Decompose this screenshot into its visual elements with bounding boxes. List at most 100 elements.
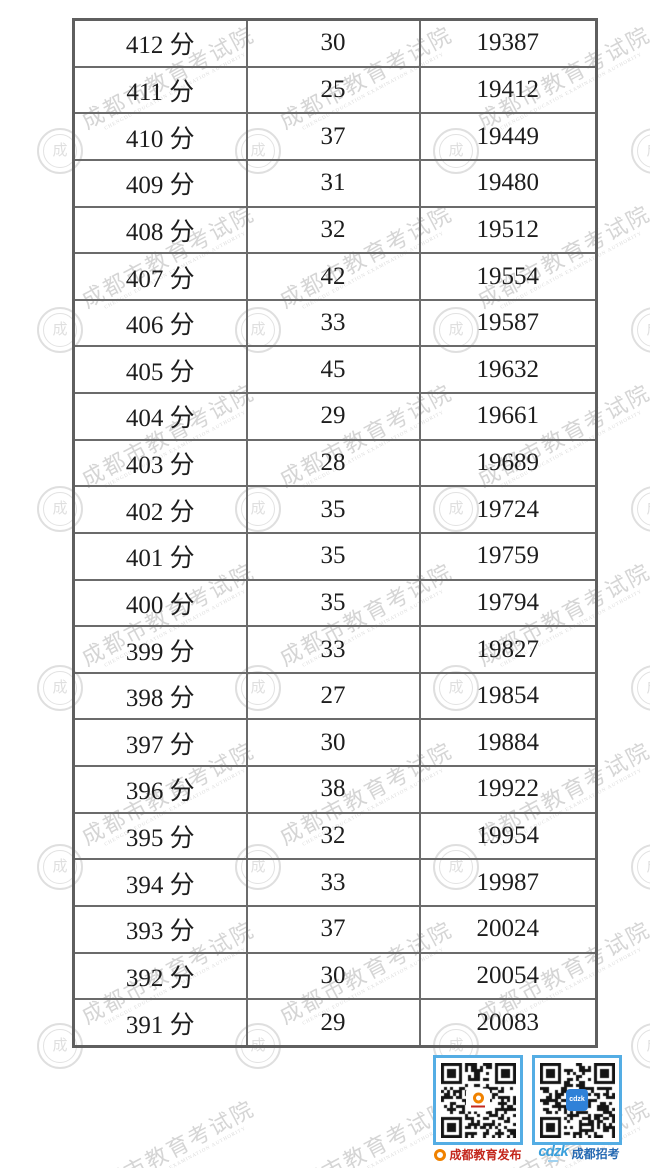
score-cell: 394 分 <box>72 858 248 907</box>
cumulative-cell: 19387 <box>418 18 598 68</box>
logo-tiny-text-line <box>471 1105 485 1108</box>
score-cell: 397 分 <box>72 718 248 768</box>
count-cell: 30 <box>245 718 421 768</box>
table-row: 398 分 27 19854 <box>72 671 598 721</box>
watermark-seal-icon: 成 <box>631 665 650 711</box>
cumulative-cell: 19449 <box>418 112 598 161</box>
count-cell: 29 <box>245 392 421 441</box>
count-cell: 30 <box>245 951 421 1001</box>
table-row: 397 分 30 19884 <box>72 718 598 768</box>
cumulative-cell: 19689 <box>418 438 598 488</box>
cumulative-cell: 19412 <box>418 65 598 115</box>
count-cell: 32 <box>245 205 421 255</box>
watermark-seal-icon: 成 <box>631 128 650 174</box>
score-table-body: 412 分 30 19387 411 分 25 19412 410 分 37 19449 409 … <box>72 18 598 1048</box>
score-cell: 391 分 <box>72 998 248 1048</box>
count-cell: 28 <box>245 438 421 488</box>
cumulative-cell: 19554 <box>418 252 598 301</box>
table-row: 411 分 25 19412 <box>72 65 598 115</box>
count-cell: 33 <box>245 298 421 348</box>
qr-code-right-frame: cdzk <box>532 1055 622 1145</box>
count-cell: 32 <box>245 811 421 861</box>
count-cell: 35 <box>245 578 421 628</box>
cumulative-cell: 19512 <box>418 205 598 255</box>
qr-code-left-frame <box>433 1055 523 1145</box>
cumulative-cell: 19724 <box>418 485 598 534</box>
table-row: 404 分 29 19661 <box>72 392 598 441</box>
table-row: 409 分 31 19480 <box>72 158 598 208</box>
score-cell: 402 分 <box>72 485 248 534</box>
score-cell: 412 分 <box>72 18 248 68</box>
table-row: 403 分 28 19689 <box>72 438 598 488</box>
table-row: 405 分 45 19632 <box>72 345 598 395</box>
cumulative-cell: 19661 <box>418 392 598 441</box>
qr-right-caption-text: 成都招考 <box>571 1146 620 1161</box>
score-cell: 404 分 <box>72 392 248 441</box>
orange-ring-icon <box>434 1148 447 1161</box>
table-row: 394 分 33 19987 <box>72 858 598 907</box>
cumulative-cell: 20054 <box>418 951 598 1001</box>
score-cell: 395 分 <box>72 811 248 861</box>
qr-left-center-logo <box>466 1088 490 1112</box>
cumulative-cell: 19587 <box>418 298 598 348</box>
count-cell: 38 <box>245 765 421 814</box>
qr-left-caption-text: 成都教育发布 <box>449 1148 522 1162</box>
cumulative-cell: 19759 <box>418 531 598 581</box>
count-cell: 35 <box>245 485 421 534</box>
table-row: 406 分 33 19587 <box>72 298 598 348</box>
cumulative-cell: 19794 <box>418 578 598 628</box>
count-cell: 37 <box>245 112 421 161</box>
table-row: 392 分 30 20054 <box>72 951 598 1001</box>
count-cell: 45 <box>245 345 421 395</box>
count-cell: 29 <box>245 998 421 1048</box>
table-row: 391 分 29 20083 <box>72 998 598 1048</box>
cdzk-logo-text: cdzk <box>538 1143 568 1160</box>
table-row: 396 分 38 19922 <box>72 765 598 814</box>
score-cell: 405 分 <box>72 345 248 395</box>
cumulative-cell: 19954 <box>418 811 598 861</box>
cdzk-logo: cdzk <box>538 1143 569 1162</box>
table-row: 402 分 35 19724 <box>72 485 598 534</box>
cumulative-cell: 19922 <box>418 765 598 814</box>
cumulative-cell: 19827 <box>418 625 598 674</box>
score-cell: 406 分 <box>72 298 248 348</box>
count-cell: 27 <box>245 671 421 721</box>
count-cell: 42 <box>245 252 421 301</box>
score-cell: 410 分 <box>72 112 248 161</box>
cumulative-cell: 19480 <box>418 158 598 208</box>
table-row: 410 分 37 19449 <box>72 112 598 161</box>
cumulative-cell: 19632 <box>418 345 598 395</box>
qr-right-center-logo: cdzk <box>566 1089 588 1111</box>
count-cell: 33 <box>245 858 421 907</box>
qr-left-caption: 成都教育发布 <box>429 1146 527 1163</box>
cdzk-logo-underline <box>547 1160 558 1162</box>
qr-right-caption: cdzk 成都招考 <box>532 1144 626 1162</box>
score-table: 412 分 30 19387 411 分 25 19412 410 分 37 19449 409 … <box>72 18 598 1048</box>
count-cell: 25 <box>245 65 421 115</box>
score-cell: 411 分 <box>72 65 248 115</box>
count-cell: 31 <box>245 158 421 208</box>
table-row: 412 分 30 19387 <box>72 18 598 68</box>
cumulative-cell: 19854 <box>418 671 598 721</box>
table-row: 395 分 32 19954 <box>72 811 598 861</box>
table-row: 399 分 33 19827 <box>72 625 598 674</box>
score-cell: 407 分 <box>72 252 248 301</box>
table-row: 407 分 42 19554 <box>72 252 598 301</box>
score-cell: 392 分 <box>72 951 248 1001</box>
watermark-seal-icon: 成 <box>631 307 650 353</box>
orange-ring-icon <box>472 1092 484 1104</box>
cumulative-cell: 20083 <box>418 998 598 1048</box>
score-cell: 396 分 <box>72 765 248 814</box>
score-cell: 401 分 <box>72 531 248 581</box>
count-cell: 30 <box>245 18 421 68</box>
watermark-seal-icon: 成 <box>631 486 650 532</box>
score-cell: 393 分 <box>72 904 248 954</box>
cumulative-cell: 19987 <box>418 858 598 907</box>
watermark-seal-icon: 成 <box>631 844 650 890</box>
count-cell: 37 <box>245 904 421 954</box>
score-cell: 399 分 <box>72 625 248 674</box>
watermark-seal-icon: 成 <box>631 1023 650 1069</box>
table-row: 408 分 32 19512 <box>72 205 598 255</box>
